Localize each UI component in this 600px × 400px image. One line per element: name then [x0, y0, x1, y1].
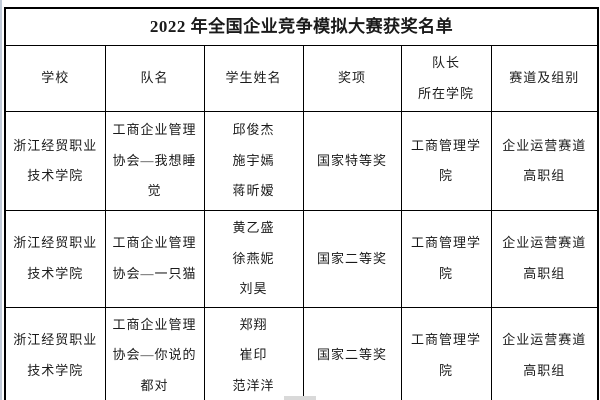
page-title: 2022 年全国企业竞争模拟大赛获奖名单 — [4, 7, 599, 46]
cell-captain-college: 工商管理学 院 — [400, 306, 492, 400]
cell-student-names: 邱俊杰 施宇嫣 蒋昕嫒 — [203, 111, 304, 212]
table-row: 浙江经贸职业 技术学院 工商企业管理 协会—你说的 都对 郑翔 崔印 范洋洋 国… — [4, 306, 599, 400]
cell-award: 国家二等奖 — [302, 306, 402, 400]
cell-team-name: 工商企业管理 协会—我想睡 觉 — [104, 111, 205, 212]
table-row: 浙江经贸职业 技术学院 工商企业管理 协会—一只猫 黄乙盛 徐燕妮 刘昊 国家二… — [4, 210, 599, 308]
table-header-row: 学校 队名 学生姓名 奖项 队长 所在学院 赛道及组别 — [4, 44, 599, 113]
cell-track-group: 企业运营赛道 高职组 — [490, 111, 599, 212]
cell-student-names: 黄乙盛 徐燕妮 刘昊 — [203, 210, 304, 308]
header-team-name: 队名 — [104, 44, 205, 113]
cell-captain-college: 工商管理学 院 — [400, 210, 492, 308]
header-school: 学校 — [4, 44, 106, 113]
cell-captain-college: 工商管理学 院 — [400, 111, 492, 212]
scan-artifact — [284, 396, 316, 400]
cell-track-group: 企业运营赛道 高职组 — [490, 210, 599, 308]
header-captain-college: 队长 所在学院 — [400, 44, 492, 113]
cell-track-group: 企业运营赛道 高职组 — [490, 306, 599, 400]
header-student-names: 学生姓名 — [203, 44, 304, 113]
cell-school: 浙江经贸职业 技术学院 — [4, 111, 106, 212]
title-row: 2022 年全国企业竞争模拟大赛获奖名单 — [4, 7, 599, 46]
header-award: 奖项 — [302, 44, 402, 113]
cell-award: 国家二等奖 — [302, 210, 402, 308]
cell-school: 浙江经贸职业 技术学院 — [4, 210, 106, 308]
cell-student-names: 郑翔 崔印 范洋洋 — [203, 306, 304, 400]
cell-award: 国家特等奖 — [302, 111, 402, 212]
cell-school: 浙江经贸职业 技术学院 — [4, 306, 106, 400]
table-row: 浙江经贸职业 技术学院 工商企业管理 协会—我想睡 觉 邱俊杰 施宇嫣 蒋昕嫒 … — [4, 111, 599, 212]
cell-team-name: 工商企业管理 协会—一只猫 — [104, 210, 205, 308]
header-track-group: 赛道及组别 — [490, 44, 599, 113]
page-edge-artifact — [0, 0, 2, 400]
cell-team-name: 工商企业管理 协会—你说的 都对 — [104, 306, 205, 400]
award-table: 2022 年全国企业竞争模拟大赛获奖名单 学校 队名 学生姓名 奖项 队长 所在… — [4, 7, 599, 400]
